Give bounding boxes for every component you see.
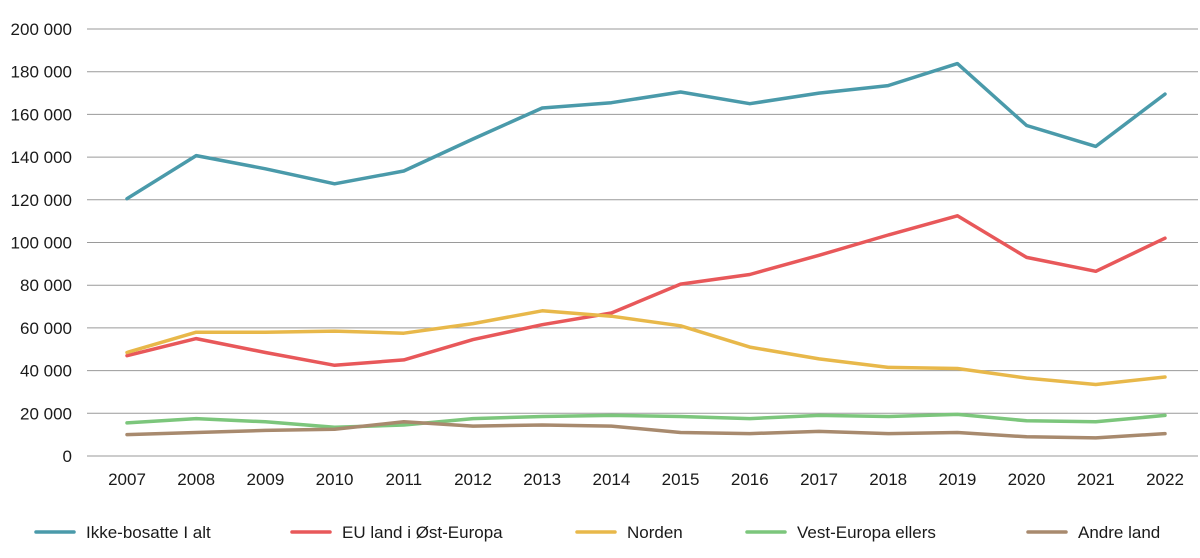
- x-tick-label: 2020: [1008, 470, 1046, 489]
- y-tick-label: 140 000: [11, 148, 72, 167]
- y-tick-label: 160 000: [11, 105, 72, 124]
- x-tick-label: 2007: [108, 470, 146, 489]
- legend-label: Andre land: [1078, 523, 1160, 542]
- y-tick-label: 180 000: [11, 63, 72, 82]
- y-tick-label: 60 000: [20, 319, 72, 338]
- y-tick-label: 40 000: [20, 362, 72, 381]
- x-tick-label: 2012: [454, 470, 492, 489]
- y-tick-label: 80 000: [20, 276, 72, 295]
- y-axis-tick-labels: 0 20 000 40 000 60 000 80 000 100 000 120 000 1…: [11, 20, 72, 466]
- y-tick-label: 100 000: [11, 234, 72, 253]
- legend-label: Vest-Europa ellers: [797, 523, 936, 542]
- y-tick-label: 120 000: [11, 191, 72, 210]
- x-tick-label: 2010: [316, 470, 354, 489]
- y-tick-label: 200 000: [11, 20, 72, 39]
- series-line-3: [125, 309, 1167, 387]
- series-line-4: [125, 412, 1167, 429]
- x-tick-label: 2008: [177, 470, 215, 489]
- x-tick-label: 2013: [523, 470, 561, 489]
- legend-label: EU land i Øst-Europa: [342, 523, 503, 542]
- x-tick-label: 2011: [386, 470, 423, 489]
- x-tick-label: 2019: [938, 470, 976, 489]
- series-line-2: [125, 214, 1167, 368]
- x-tick-label: 2018: [869, 470, 907, 489]
- x-tick-label: 2022: [1146, 470, 1184, 489]
- series-line-1: [125, 61, 1167, 201]
- x-tick-label: 2014: [592, 470, 630, 489]
- x-tick-label: 2015: [662, 470, 700, 489]
- x-tick-label: 2009: [246, 470, 284, 489]
- x-tick-label: 2017: [800, 470, 838, 489]
- series-lines: [125, 61, 1167, 440]
- x-tick-label: 2021: [1077, 470, 1115, 489]
- x-axis-tick-labels: 2007 2008 2009 2010 2011 2012 2013 2014 2015 2016…: [108, 470, 1184, 489]
- legend: Ikke-bosatte I alt EU land i Øst-Europa No…: [34, 523, 1160, 542]
- x-tick-label: 2016: [731, 470, 769, 489]
- series-line-5: [125, 420, 1167, 440]
- y-tick-label: 0: [63, 447, 72, 466]
- y-tick-label: 20 000: [20, 404, 72, 423]
- gridlines: [87, 28, 1198, 457]
- legend-label: Ikke-bosatte I alt: [86, 523, 211, 542]
- legend-label: Norden: [627, 523, 683, 542]
